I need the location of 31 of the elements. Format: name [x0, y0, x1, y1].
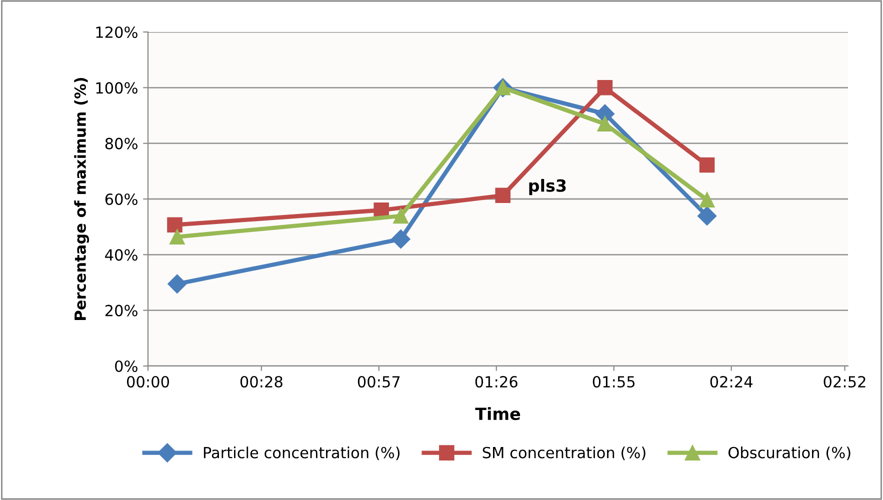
point: [167, 217, 182, 233]
x-tick-label: 01:26: [475, 376, 518, 388]
y-tick-label: 100%: [96, 82, 138, 94]
x-tick-label: 00:28: [240, 376, 282, 388]
y-tick-label: 40%: [105, 249, 138, 261]
y-tick-label: 120%: [96, 26, 138, 38]
point: [393, 208, 408, 224]
legend-label: Particle concentration (%): [204, 446, 400, 460]
point: [391, 230, 410, 249]
point: [699, 192, 715, 208]
point: [597, 80, 613, 96]
point: [170, 229, 185, 244]
y-tick-label: 20%: [105, 304, 138, 316]
y-tick-label: 80%: [105, 138, 138, 150]
annotation: pls3: [529, 178, 566, 196]
y-tick-label: 0%: [115, 360, 138, 372]
y-axis-title: Percentage of maximum (%): [74, 78, 90, 320]
x-tick-label: 02:24: [710, 376, 752, 388]
x-axis-title: Time: [475, 407, 520, 420]
x-tick-label: 02:52: [824, 376, 866, 388]
point: [597, 116, 613, 132]
point: [697, 206, 717, 226]
x-tick-label: 00:57: [358, 376, 400, 388]
y-tick-label: 60%: [105, 193, 138, 206]
x-tick-label: 01:55: [592, 376, 635, 388]
point: [699, 157, 715, 173]
legend-label: SM concentration (%): [482, 446, 646, 460]
legend-label: Obscuration (%): [728, 446, 850, 460]
point: [495, 188, 510, 204]
x-tick-label: 00:00: [126, 376, 169, 388]
point: [168, 274, 187, 294]
